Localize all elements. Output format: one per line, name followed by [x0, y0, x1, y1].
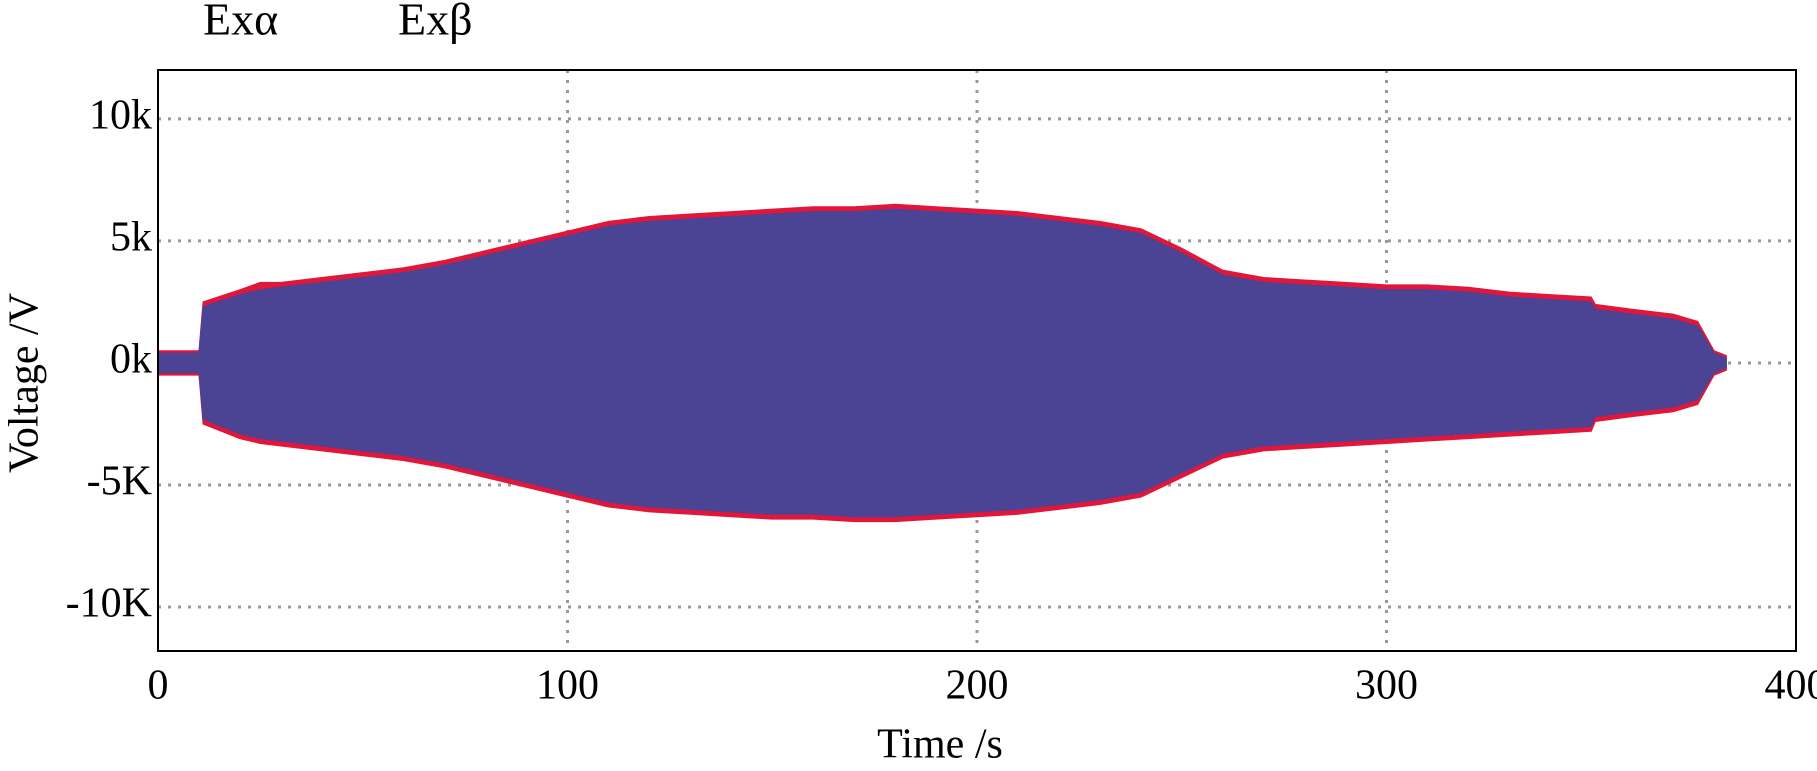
x-tick-label: 200: [946, 663, 1009, 709]
x-tick-label: 400: [1765, 663, 1817, 709]
x-tick-label: 100: [536, 663, 599, 709]
y-axis-label: Voltage /V: [2, 293, 48, 473]
x-axis-label: Time /s: [877, 722, 1003, 768]
legend-entry: Exβ: [398, 0, 473, 45]
legend-entry: Exα: [203, 0, 278, 45]
y-tick-label: 5k: [110, 215, 152, 261]
x-tick-label: 0: [148, 663, 169, 709]
y-tick-label: 10k: [89, 92, 152, 138]
y-tick-label: -5K: [87, 459, 152, 505]
y-tick-label: -10K: [66, 581, 152, 627]
signal-envelope: [157, 208, 1727, 518]
y-tick-label: 0k: [110, 337, 152, 383]
plot-frame: [157, 69, 1797, 652]
x-tick-label: 300: [1355, 663, 1418, 709]
